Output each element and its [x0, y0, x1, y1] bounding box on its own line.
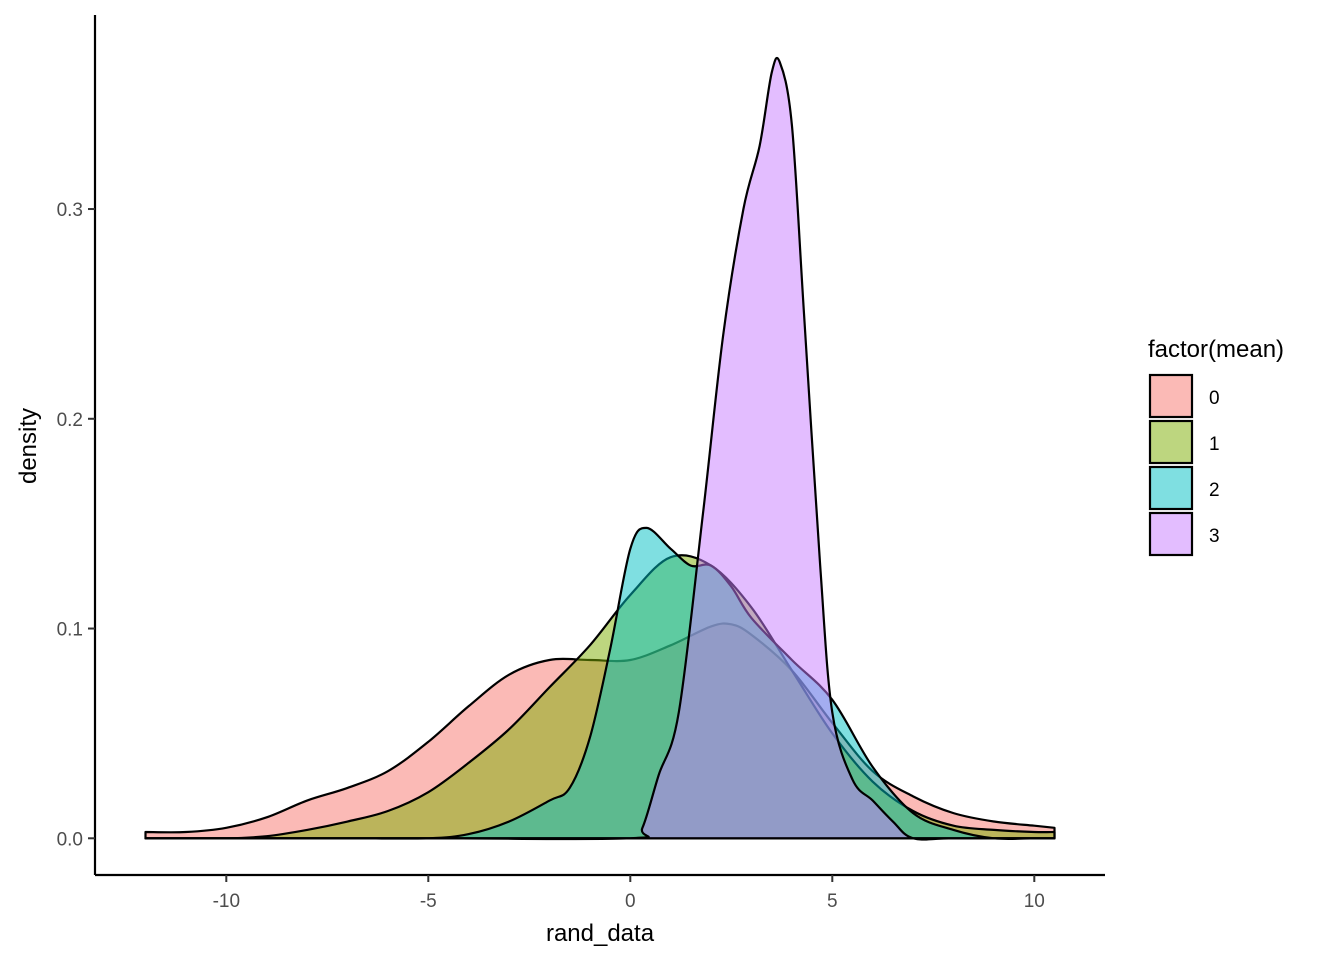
- legend-label-3: 3: [1209, 526, 1220, 547]
- legend-label-2: 2: [1209, 480, 1220, 501]
- x-tick-label: 10: [1024, 891, 1045, 912]
- legend-key-3: [1148, 511, 1194, 557]
- y-tick-label: 0.3: [57, 200, 83, 221]
- legend-label-1: 1: [1209, 434, 1220, 455]
- y-tick-label: 0.0: [57, 829, 83, 850]
- legend-label-0: 0: [1209, 388, 1220, 409]
- y-tick-label: 0.2: [57, 410, 83, 431]
- x-tick-label: -5: [420, 891, 437, 912]
- x-tick-label: -10: [213, 891, 240, 912]
- legend-title: factor(mean): [1148, 336, 1284, 363]
- density-areas: [144, 56, 1056, 841]
- legend-key-2: [1148, 465, 1194, 511]
- x-axis-ticks: -10 -5 0 5 10: [213, 875, 1045, 912]
- density-area-3: [144, 56, 1056, 841]
- legend: factor(mean) 0 1 2 3: [1148, 336, 1284, 557]
- y-axis-title: density: [15, 408, 42, 484]
- legend-key-0: [1148, 373, 1194, 419]
- x-axis-title: rand_data: [546, 920, 655, 947]
- y-tick-label: 0.1: [57, 620, 83, 641]
- legend-key-1: [1148, 419, 1194, 465]
- x-tick-label: 0: [625, 891, 636, 912]
- x-tick-label: 5: [827, 891, 838, 912]
- y-axis-ticks: 0.0 0.1 0.2 0.3: [57, 200, 95, 850]
